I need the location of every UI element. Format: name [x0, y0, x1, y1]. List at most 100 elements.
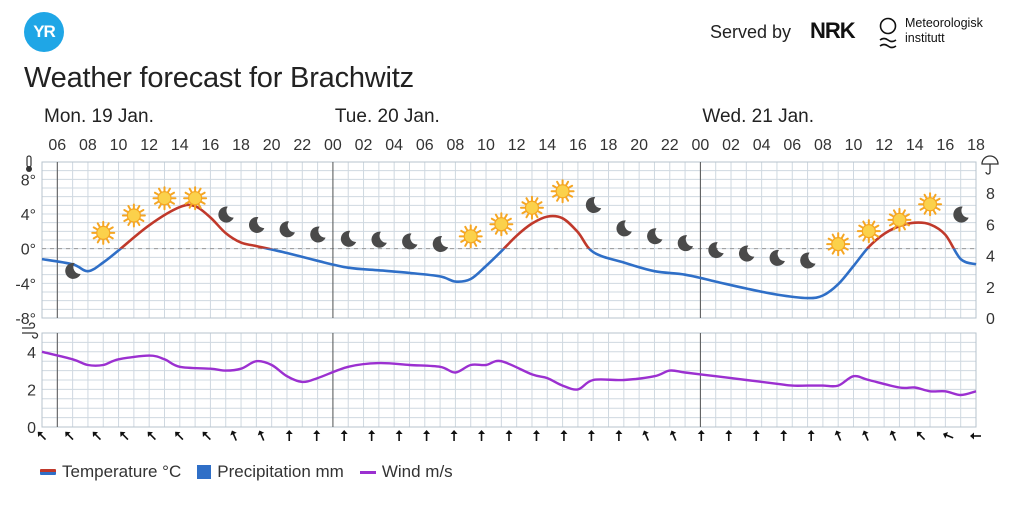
moon-shape [65, 262, 81, 279]
wind-arrow-icon [834, 430, 842, 441]
wind-arrow-icon [120, 431, 129, 441]
wind-arrow-head [889, 430, 897, 436]
wind-icon [22, 322, 39, 339]
sun-ray [506, 217, 512, 222]
x-tick-label: 06 [416, 137, 434, 154]
yr-logo[interactable]: YR [24, 12, 64, 52]
sun-ray [503, 213, 508, 220]
sun-ray [525, 197, 530, 203]
wind-arrow-icon [752, 430, 760, 441]
wind-arrow-head [423, 430, 431, 434]
x-tick-label: 18 [600, 137, 618, 154]
nrk-logo[interactable]: NRK [810, 18, 856, 43]
temp-y-tick: 0° [21, 242, 36, 259]
sun-disc [555, 184, 570, 199]
sun-ray [871, 220, 876, 227]
sun-ray [840, 233, 845, 240]
sun-ray [460, 238, 466, 243]
wind-arrow-head [970, 432, 974, 440]
wind-arrow-head [450, 430, 458, 434]
sun-icon [458, 224, 483, 249]
moon-shape [738, 245, 755, 262]
x-tick-label: 20 [630, 137, 648, 154]
sun-ray [537, 210, 543, 215]
wind-line [41, 350, 977, 397]
sun-icon [550, 179, 575, 204]
sun-ray [464, 225, 469, 232]
sun-ray [935, 206, 941, 211]
wind-arrow-icon [175, 431, 184, 441]
met-institute-logo[interactable]: Meteorologisk institutt [905, 16, 983, 46]
sun-ray [892, 224, 897, 231]
wind-arrow-head [37, 431, 44, 438]
sun-ray [843, 246, 849, 251]
sun-ray [197, 187, 202, 194]
sun-ray [901, 209, 906, 215]
sun-ray [525, 212, 530, 219]
legend-temperature-label: Temperature °C [62, 462, 182, 481]
sun-ray [827, 246, 834, 251]
forecast-chart: Mon. 19 Jan. Tue. 20 Jan. Wed. 21 Jan.06 08… [15, 106, 999, 441]
sun-disc [861, 224, 876, 239]
thermometer-bulb [26, 166, 32, 172]
x-tick-label: 10 [477, 137, 495, 154]
sun-ray [153, 191, 160, 196]
sun-ray [843, 237, 849, 242]
sun-ray [503, 229, 508, 235]
wind-arrow-icon [423, 430, 431, 441]
x-tick-label: 08 [447, 137, 465, 154]
moon-icon [65, 262, 81, 279]
sun-ray [871, 236, 876, 242]
legend-wind[interactable]: Wind m/s [359, 462, 453, 482]
moon-shape [371, 231, 387, 248]
wind-arrow-head [175, 431, 181, 438]
sun-ray [831, 233, 836, 240]
legend-temperature[interactable]: Temperature °C [40, 462, 181, 482]
wind-y-tick: 0 [27, 420, 36, 437]
sun-disc [188, 191, 203, 206]
x-tick-label: 16 [202, 137, 220, 154]
x-tick-label: 12 [508, 137, 526, 154]
temperature-line-cold [41, 248, 977, 300]
temperature-line-warm [118, 203, 956, 249]
wind-arrow-icon [970, 432, 981, 440]
precip-y-tick: 0 [986, 311, 995, 328]
sun-ray [556, 196, 561, 202]
sun-ray [108, 226, 114, 231]
wind-arrow-head [230, 430, 237, 436]
wind-arrow-head [202, 431, 208, 438]
legend-precipitation[interactable]: Precipitation mm [197, 462, 344, 482]
precip-y-tick: 8 [986, 186, 995, 203]
moon-shape [218, 206, 234, 223]
sun-ray [475, 229, 482, 234]
sun-disc [96, 225, 111, 240]
sun-ray [565, 196, 570, 202]
precip-y-tick: 2 [986, 280, 995, 297]
x-tick-label: 02 [355, 137, 373, 154]
x-tick-label: 20 [263, 137, 281, 154]
sun-icon [856, 219, 881, 244]
sun-icon [152, 186, 177, 211]
wind-arrow-head [313, 430, 321, 434]
sun-disc [157, 191, 172, 206]
moon-icon [738, 245, 755, 262]
day-label: Tue. 20 Jan. [335, 106, 440, 127]
sun-disc [463, 229, 478, 244]
moon-shape [616, 220, 632, 237]
sun-ray [923, 193, 928, 200]
moon-icon [677, 235, 694, 252]
sun-ray [473, 241, 478, 247]
wind-arrow-head [942, 432, 948, 439]
x-tick-label: 16 [936, 137, 954, 154]
sun-disc [831, 237, 846, 252]
sun-ray [935, 197, 941, 202]
moon-shape [677, 235, 694, 252]
temp-y-tick: -4° [15, 276, 36, 293]
sun-ray [136, 220, 141, 227]
sun-ray [157, 203, 162, 209]
wind-arrow-head [92, 431, 99, 438]
sun-ray [490, 226, 497, 231]
wind-arrow-icon [257, 430, 265, 441]
moon-shape [953, 206, 969, 223]
sun-ray [888, 213, 895, 218]
